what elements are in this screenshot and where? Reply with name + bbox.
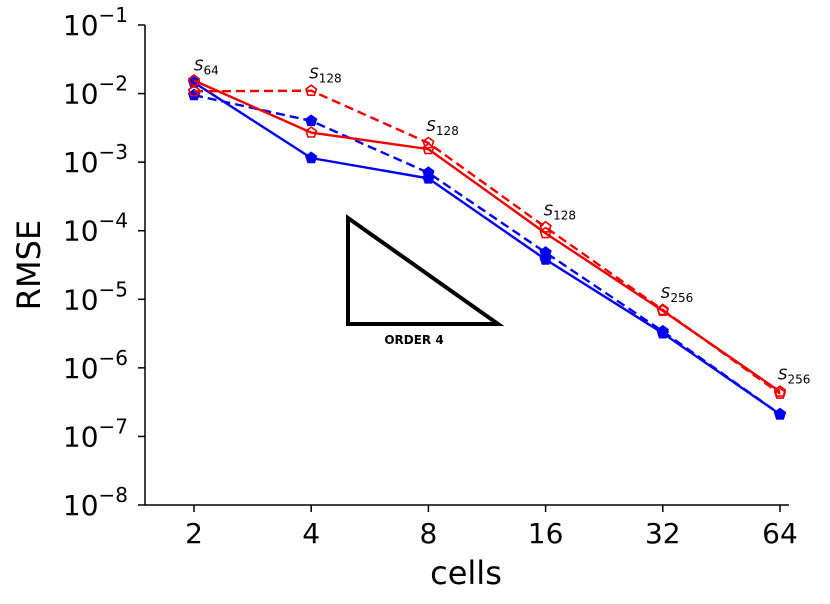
x-tick-label: 64 xyxy=(762,517,798,550)
data-point-marker xyxy=(305,126,318,138)
data-point-marker xyxy=(422,136,435,149)
point-label: S64 xyxy=(194,57,219,78)
data-point-marker xyxy=(773,387,787,399)
y-tick-label: 10−7 xyxy=(63,414,128,453)
y-tick-label: 10−5 xyxy=(63,277,128,316)
series-1 xyxy=(187,76,787,420)
series-line xyxy=(193,81,781,416)
series-line xyxy=(193,93,781,416)
point-label: S128 xyxy=(544,201,576,222)
y-axis-title: RMSE xyxy=(10,220,48,310)
y-tick-label: 10−1 xyxy=(63,3,128,42)
data-point-marker xyxy=(422,166,435,178)
series-line xyxy=(193,79,781,393)
data-point-marker xyxy=(773,407,787,420)
x-tick-label: 16 xyxy=(528,517,564,550)
y-tick-label: 10−3 xyxy=(63,140,128,179)
point-label: S256 xyxy=(778,366,810,387)
data-point-marker xyxy=(305,84,318,96)
order-triangle: ORDER 4 xyxy=(346,214,505,347)
x-tick-label: 8 xyxy=(419,517,437,550)
data-point-marker xyxy=(656,324,669,337)
x-axis-title: cells xyxy=(430,554,502,592)
point-label: S128 xyxy=(309,65,341,86)
point-label: S256 xyxy=(661,284,693,305)
series-2 xyxy=(187,88,787,420)
data-point-marker xyxy=(773,385,787,397)
x-tick-label: 2 xyxy=(185,517,203,550)
data-point-marker xyxy=(305,151,318,164)
series-4 xyxy=(187,84,787,399)
series-line xyxy=(193,89,781,395)
order-4-label: ORDER 4 xyxy=(384,333,443,347)
data-point-marker xyxy=(187,84,201,97)
y-tick-label: 10−8 xyxy=(63,483,128,522)
y-tick-label: 10−6 xyxy=(63,346,128,385)
data-point-marker xyxy=(539,246,552,258)
data-point-marker xyxy=(305,114,318,127)
point-label: S128 xyxy=(426,117,458,138)
data-point-marker xyxy=(539,220,552,233)
axes xyxy=(144,25,789,506)
y-tick-label: 10−4 xyxy=(63,209,128,248)
data-point-marker xyxy=(656,303,669,316)
x-tick-label: 32 xyxy=(645,517,681,550)
series-3 xyxy=(187,74,787,397)
order-4-slope-triangle xyxy=(346,214,505,326)
y-tick-label: 10−2 xyxy=(63,72,128,111)
data-point-marker xyxy=(422,142,435,155)
x-tick-label: 4 xyxy=(302,517,320,550)
